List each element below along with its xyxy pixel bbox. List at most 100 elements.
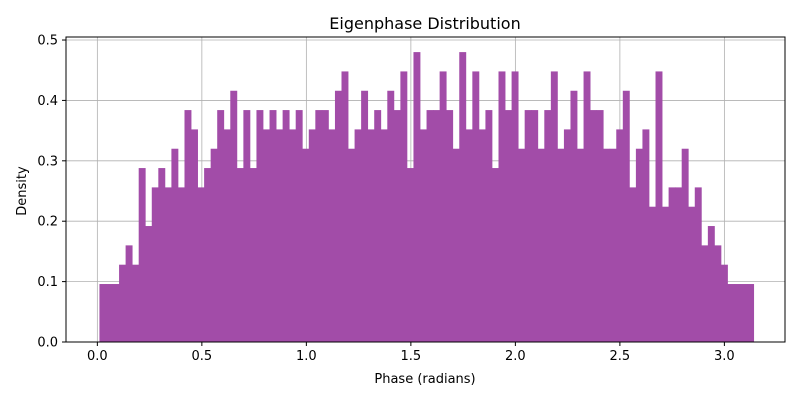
histogram-bar [289, 129, 297, 342]
histogram-bar [315, 110, 323, 342]
y-tick-label: 0.1 [37, 275, 58, 290]
histogram-bar [191, 129, 198, 342]
histogram-bar [177, 187, 185, 342]
histogram-bar [491, 168, 499, 342]
histogram-bar [341, 71, 349, 342]
histogram-bar [269, 110, 277, 342]
histogram-bar [236, 168, 244, 342]
histogram-bar [478, 129, 486, 342]
histogram-bar [727, 284, 735, 342]
y-tick-label: 0.2 [37, 215, 58, 230]
histogram-bar [132, 264, 140, 342]
histogram-bar [531, 110, 539, 342]
histogram-bar [138, 168, 146, 342]
y-tick-label: 0.5 [37, 34, 58, 49]
histogram-bars [99, 52, 755, 343]
y-axis-ticks: 0.0 0.1 0.2 0.3 0.4 0.5 [37, 34, 66, 351]
histogram-bar [655, 71, 663, 342]
histogram-bar [204, 168, 212, 342]
histogram-bar [184, 110, 192, 342]
histogram-bar [413, 52, 421, 343]
histogram-bar [485, 110, 493, 342]
plot-frame [65, 36, 786, 343]
histogram-bar [609, 148, 617, 342]
histogram-bar [105, 284, 113, 342]
histogram-bar [596, 110, 604, 342]
y-tick-label: 0.4 [37, 94, 58, 109]
histogram-bar [393, 110, 401, 342]
histogram-bar [439, 71, 447, 342]
chart-title: Eigenphase Distribution [329, 14, 520, 33]
histogram-bar [249, 168, 257, 342]
histogram-bar [243, 110, 251, 342]
histogram-bar [217, 110, 225, 342]
histogram-bar [694, 187, 702, 342]
histogram-bar [707, 226, 715, 342]
histogram-bar [256, 110, 264, 342]
histogram-bar [505, 110, 512, 342]
histogram-bar [550, 71, 558, 342]
histogram-bar [387, 90, 395, 342]
histogram-bar [302, 148, 310, 342]
histogram-bar [622, 90, 630, 342]
histogram-bar [544, 110, 552, 342]
histogram-bar [734, 284, 741, 342]
histogram-bar [321, 110, 329, 342]
histogram-bar [374, 110, 382, 342]
x-tick-label: 1.5 [401, 349, 422, 364]
histogram-bar [668, 187, 676, 342]
histogram-bar [171, 148, 179, 342]
x-tick-label: 0.5 [192, 349, 213, 364]
histogram-bar [635, 148, 643, 342]
histogram-bar [151, 187, 159, 342]
histogram-bar [145, 226, 153, 342]
x-tick-label: 0.0 [87, 349, 108, 364]
histogram-bar [125, 245, 133, 342]
histogram-bar [577, 148, 584, 342]
histogram-bar [348, 148, 355, 342]
histogram-bar [747, 284, 755, 342]
histogram-bar [426, 110, 434, 342]
histogram-bar [537, 148, 545, 342]
histogram-bar [720, 264, 728, 342]
x-tick-label: 2.5 [610, 349, 631, 364]
histogram-bar [557, 148, 565, 342]
y-axis-label: Density [15, 166, 30, 216]
histogram-bar [433, 110, 441, 342]
x-axis-ticks: 0.0 0.5 1.0 1.5 2.0 2.5 3.0 [87, 342, 735, 364]
histogram-bar [164, 187, 172, 342]
histogram-bar [230, 90, 238, 342]
histogram-bar [688, 206, 696, 342]
histogram-bar [648, 206, 656, 342]
histogram-bar [282, 110, 290, 342]
histogram-bar [583, 71, 591, 342]
histogram-bar [459, 52, 467, 343]
histogram-bar [452, 148, 460, 342]
x-tick-label: 2.0 [505, 349, 526, 364]
histogram-bar [642, 129, 650, 342]
histogram-bar [511, 71, 519, 342]
y-tick-label: 0.3 [37, 154, 58, 169]
histogram-bar [158, 168, 166, 342]
histogram-bar [119, 264, 127, 342]
histogram-bar [681, 148, 689, 342]
histogram-bar [367, 129, 375, 342]
histogram-bar [498, 71, 506, 342]
histogram-bar [380, 129, 388, 342]
histogram-bar [406, 168, 414, 342]
histogram-bar [210, 148, 218, 342]
y-tick-label: 0.0 [37, 336, 58, 351]
histogram-bar [701, 245, 709, 342]
histogram-bar [472, 71, 480, 342]
x-tick-label: 3.0 [714, 349, 735, 364]
histogram-bar [662, 206, 670, 342]
histogram-bar [99, 284, 107, 342]
histogram-bar [524, 110, 532, 342]
histogram-bar [400, 71, 408, 342]
histogram-bar [446, 110, 454, 342]
histogram-bar [675, 187, 683, 342]
histogram-bar [328, 129, 336, 342]
histogram-bar [629, 187, 637, 342]
histogram-bar [518, 148, 526, 342]
